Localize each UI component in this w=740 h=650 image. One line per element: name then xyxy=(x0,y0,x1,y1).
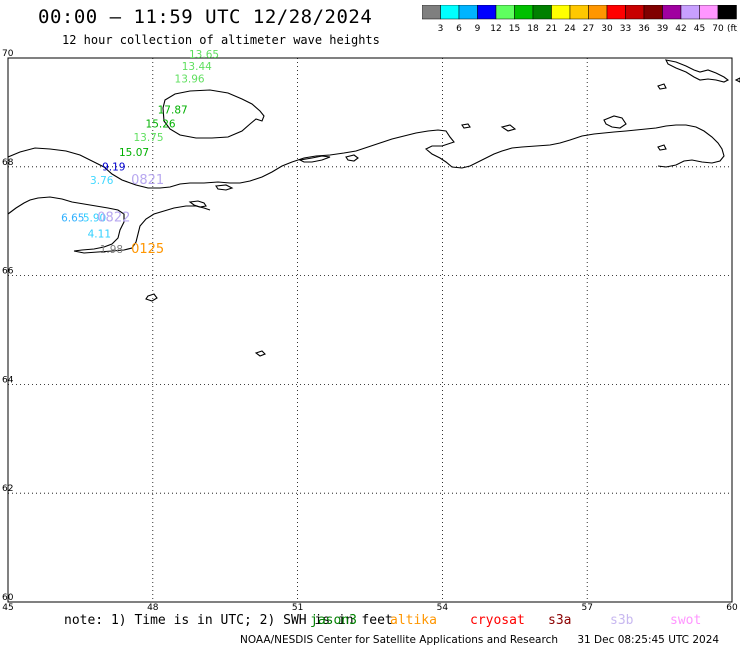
small-island-3 xyxy=(145,293,158,302)
colorbar-label: 12 xyxy=(490,24,501,34)
wave-height-label: 13.44 xyxy=(182,61,212,73)
kolguev-island-outline xyxy=(162,89,265,139)
kanin-peninsula-coast xyxy=(7,196,125,252)
white-sea-mouth-coast xyxy=(73,205,211,254)
mainland-coast-east xyxy=(7,124,725,189)
legend-item-s3b: s3b xyxy=(610,613,634,628)
vaygach-island xyxy=(603,115,627,129)
wave-height-label: 0125 xyxy=(131,242,164,257)
legend-item-cryosat: cryosat xyxy=(470,613,525,628)
small-island-1 xyxy=(500,124,517,132)
colorbar-label: 3 xyxy=(438,24,444,34)
lon-tick-label: 45 xyxy=(2,603,13,612)
lat-tick-label: 60 xyxy=(2,593,14,603)
wave-height-label: 6.65 xyxy=(61,213,84,225)
wave-height-label: 13.65 xyxy=(189,49,219,61)
lat-tick-label: 70 xyxy=(2,49,14,59)
colorbar-label: 21 xyxy=(546,24,557,34)
wave-height-label: 0821 xyxy=(131,173,164,188)
lat-lon-grid xyxy=(8,58,732,602)
colorbar-label: 27 xyxy=(583,24,594,34)
small-island-5 xyxy=(657,144,667,151)
legend-item-altika: altika xyxy=(390,613,437,628)
colorbar-label: 70 xyxy=(712,24,724,34)
chart-title: 00:00 – 11:59 UTC 12/28/2024 xyxy=(38,6,373,28)
colorbar-swatch xyxy=(717,5,737,20)
lon-tick-label: 54 xyxy=(437,603,449,612)
coastline xyxy=(7,59,740,357)
wave-height-label: 15.26 xyxy=(146,119,176,131)
novaya-zemlya-south xyxy=(665,59,730,83)
wave-height-label: 15.07 xyxy=(119,147,149,159)
legend-item-swot: swot xyxy=(670,613,702,628)
colorbar-label: 9 xyxy=(475,24,481,34)
lat-tick-label: 66 xyxy=(2,267,14,277)
kanin-north-shore xyxy=(188,200,207,208)
colorbar-label: 36 xyxy=(638,24,650,34)
wave-height-label: 4.11 xyxy=(88,229,111,241)
colorbar-unit: (ft) xyxy=(727,24,738,34)
footer-timestamp: 31 Dec 08:25:45 UTC 2024 xyxy=(577,634,720,646)
lat-tick-label: 62 xyxy=(2,484,13,494)
colorbar-label: 33 xyxy=(620,24,631,34)
lon-tick-label: 57 xyxy=(581,603,592,612)
colorbar-label: 24 xyxy=(564,24,576,34)
wave-height-label: 13.96 xyxy=(175,73,205,85)
lon-tick-label: 60 xyxy=(726,603,738,612)
wave-height-label: 3.76 xyxy=(90,175,114,187)
wave-height-label: 17.87 xyxy=(158,104,188,116)
pechora-bay-inner xyxy=(298,155,331,163)
colorbar-label: 15 xyxy=(509,24,520,34)
legend-item-jason3: jason3 xyxy=(310,613,357,628)
colorbar-label: 18 xyxy=(527,24,539,34)
footer-credit: NOAA/NESDIS Center for Satellite Applica… xyxy=(240,634,558,646)
map-frame xyxy=(7,57,733,603)
chart-subtitle: 12 hour collection of altimeter wave hei… xyxy=(62,33,380,47)
coast-inlet xyxy=(345,154,359,162)
colorbar-label: 30 xyxy=(601,24,613,34)
colorbar-label: 42 xyxy=(675,24,686,34)
wave-height-label: 9.19 xyxy=(102,162,125,174)
wave-height-label: 0822 xyxy=(97,211,130,226)
lat-tick-label: 68 xyxy=(2,158,14,168)
colorbar-label: 45 xyxy=(694,24,705,34)
footer: NOAA/NESDIS Center for Satellite Applica… xyxy=(240,634,719,646)
inner-coast-segment xyxy=(215,184,234,191)
wave-height-label: 13.75 xyxy=(133,132,163,144)
note-text: note: 1) Time is in UTC; 2) SWH is in fe… xyxy=(64,613,393,628)
wave-height-label: 5.90 xyxy=(83,213,106,225)
small-island-6 xyxy=(657,83,667,90)
small-island-2 xyxy=(461,123,471,129)
colorbar-label: 6 xyxy=(456,24,462,34)
lat-tick-label: 64 xyxy=(2,375,14,385)
lon-tick-label: 51 xyxy=(292,603,303,612)
small-island-4 xyxy=(254,350,266,357)
colorbar-label: 39 xyxy=(657,24,669,34)
legend-item-s3a: s3a xyxy=(548,613,572,628)
wave-height-label: 1.98 xyxy=(100,244,123,256)
lon-tick-label: 48 xyxy=(147,603,159,612)
small-island-ne xyxy=(734,77,740,83)
